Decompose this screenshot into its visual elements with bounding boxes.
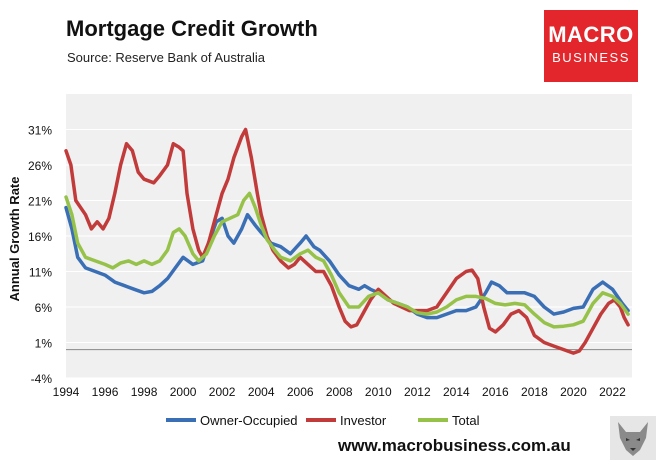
x-tick-label: 2000 [170,385,197,399]
logo-text-top: MACRO [548,22,634,47]
y-tick-label: 11% [29,266,52,280]
y-tick-label: 1% [35,337,53,351]
series-line-total [64,191,630,329]
y-tick-label: -4% [31,372,53,386]
x-tick-label: 1994 [53,385,80,399]
x-tick-label: 2012 [404,385,431,399]
chart-subtitle: Source: Reserve Bank of Australia [67,50,265,65]
x-tick-label: 2006 [287,385,314,399]
x-tick-label: 1998 [131,385,158,399]
x-tick-label: 2018 [521,385,548,399]
x-tick-label: 2016 [482,385,509,399]
series-line-owner-occupied [64,205,630,320]
legend-label-total: Total [452,413,480,428]
x-tick-label: 2004 [248,385,275,399]
wolf-emblem-icon [610,416,656,460]
footer-url[interactable]: www.macrobusiness.com.au [338,436,571,455]
y-tick-label: 16% [28,230,52,244]
y-tick-label: 6% [35,301,53,315]
legend-label-owner-occupied: Owner-Occupied [200,413,298,428]
y-tick-label: 21% [28,195,52,209]
logo-text-bottom: BUSINESS [552,50,630,65]
x-tick-label: 2022 [599,385,626,399]
y-tick-label: 31% [28,124,52,138]
legend-label-investor: Investor [340,413,387,428]
y-axis-label: Annual Growth Rate [7,177,22,302]
macrobusiness-logo[interactable]: MACRO BUSINESS [544,10,638,82]
page-title: Mortgage Credit Growth [66,16,318,41]
x-tick-label: 2014 [443,385,470,399]
x-tick-label: 1996 [92,385,119,399]
x-tick-label: 2008 [326,385,353,399]
y-tick-label: 26% [28,159,52,173]
x-tick-label: 2002 [209,385,236,399]
series-line-investor [64,127,630,355]
x-tick-label: 2020 [560,385,587,399]
x-tick-label: 2010 [365,385,392,399]
